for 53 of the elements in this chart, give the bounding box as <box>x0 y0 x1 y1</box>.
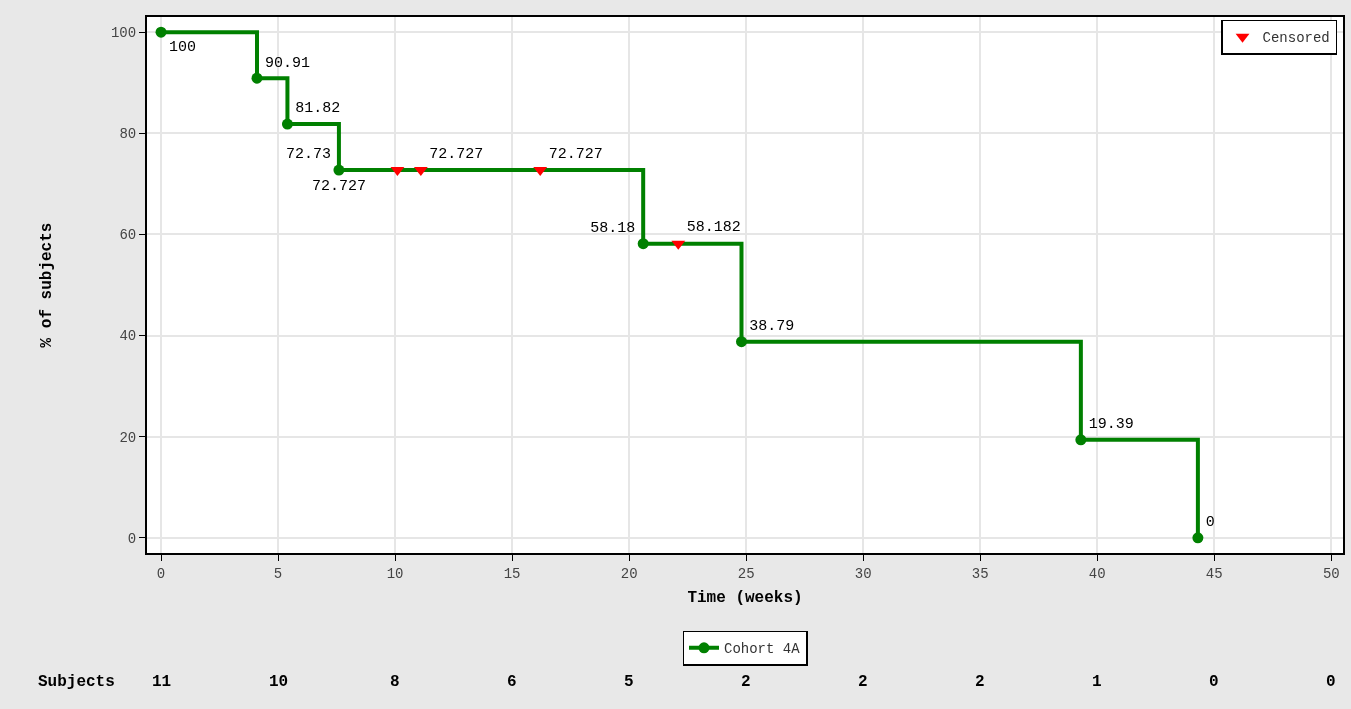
x-tick-label: 40 <box>1088 565 1106 582</box>
y-tick-label: 20 <box>119 429 137 446</box>
text: Subjects <box>38 673 115 691</box>
y-tick-label: 40 <box>119 328 137 345</box>
data-label: 0 <box>1205 514 1215 532</box>
point <box>281 118 293 130</box>
x-tick-label: 30 <box>854 565 872 582</box>
point <box>251 72 263 84</box>
y-tick-label: 60 <box>119 227 137 244</box>
x-tick-label: 20 <box>620 565 638 582</box>
point <box>155 26 167 38</box>
x-tick-label: 0 <box>156 565 166 582</box>
data-label: 100 <box>168 39 196 57</box>
point <box>1075 434 1087 446</box>
data-label: 58.18 <box>590 220 636 238</box>
text: 2 <box>741 673 751 691</box>
annotation: 72.727 <box>312 178 367 195</box>
data-label: 19.39 <box>1088 416 1134 434</box>
text: 10 <box>269 673 289 691</box>
text: 0 <box>1326 673 1336 691</box>
text: 6 <box>507 673 517 691</box>
data-label: 38.79 <box>749 318 795 336</box>
text: 0 <box>1209 673 1219 691</box>
text: 1 <box>1092 673 1102 691</box>
legend-label: Cohort 4A <box>724 641 801 658</box>
data-label: 72.727 <box>429 145 484 163</box>
text: 11 <box>152 673 172 691</box>
data-label: 58.182 <box>686 219 741 237</box>
x-tick-label: 15 <box>503 565 521 582</box>
data-label: 81.82 <box>295 100 341 118</box>
y-tick-label: 80 <box>119 126 137 143</box>
point <box>735 336 747 348</box>
text: 2 <box>975 673 985 691</box>
x-tick-label: 35 <box>971 565 989 582</box>
point <box>333 164 345 176</box>
x-axis-title: Time (weeks) <box>687 589 803 607</box>
x-tick-label: 45 <box>1205 565 1223 582</box>
point <box>637 238 649 250</box>
x-tick-label: 5 <box>273 565 283 582</box>
data-label: 90.91 <box>264 54 310 72</box>
legend-label: Censored <box>1262 30 1330 47</box>
y-tick-label: 100 <box>110 25 137 42</box>
y-axis-title: % of subjects <box>38 222 57 348</box>
text: 5 <box>624 673 634 691</box>
x-tick-label: 25 <box>737 565 755 582</box>
data-label: 72.727 <box>548 145 603 163</box>
point <box>1192 532 1204 544</box>
text: 2 <box>858 673 868 691</box>
text: 8 <box>390 673 400 691</box>
x-tick-label: 10 <box>386 565 404 582</box>
y-tick-label: 0 <box>127 530 137 547</box>
x-tick-label: 50 <box>1322 565 1340 582</box>
data-label: 72.73 <box>286 146 332 164</box>
